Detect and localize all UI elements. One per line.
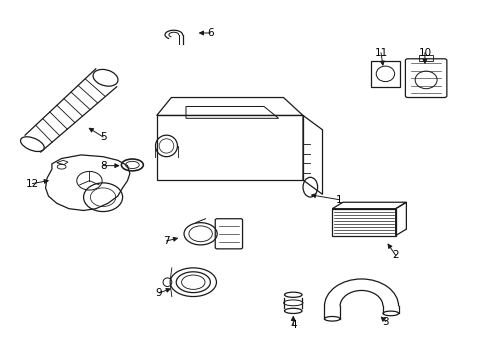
- Bar: [370, 61, 399, 87]
- Text: 6: 6: [206, 28, 213, 38]
- Text: 5: 5: [100, 132, 106, 142]
- Bar: [418, 55, 432, 60]
- Text: 9: 9: [156, 288, 162, 298]
- Text: 10: 10: [418, 48, 430, 58]
- Text: 11: 11: [374, 48, 387, 58]
- Text: 4: 4: [289, 320, 296, 330]
- Text: 2: 2: [391, 250, 398, 260]
- Bar: [331, 209, 395, 235]
- Text: 12: 12: [26, 179, 39, 189]
- Text: 7: 7: [163, 236, 169, 246]
- Text: 1: 1: [336, 195, 342, 205]
- Text: 3: 3: [382, 317, 388, 327]
- Text: 8: 8: [100, 161, 106, 171]
